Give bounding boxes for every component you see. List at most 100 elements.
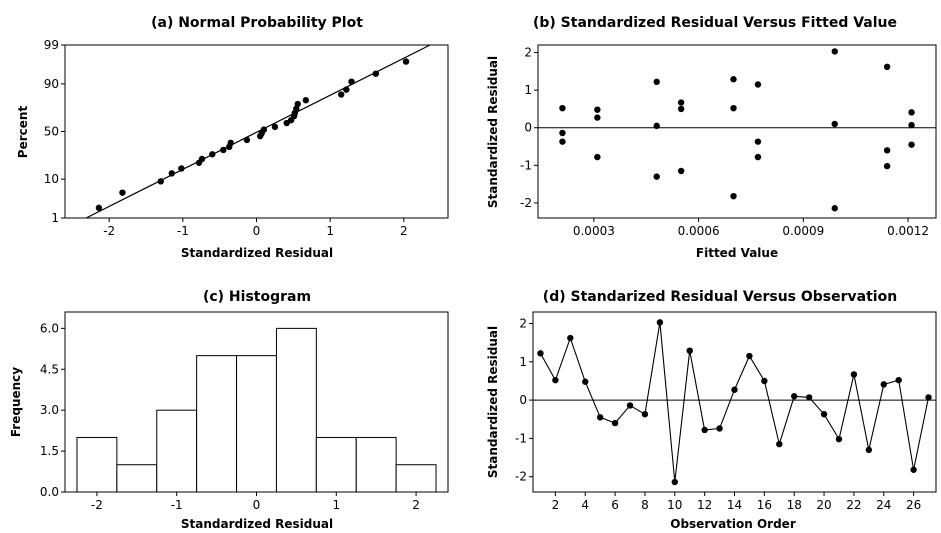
x-tick-label: 2 xyxy=(400,224,408,238)
data-point xyxy=(791,393,798,400)
data-point xyxy=(168,170,175,177)
data-point xyxy=(338,91,345,98)
data-point xyxy=(908,141,915,148)
data-point xyxy=(746,352,753,360)
data-point xyxy=(908,121,915,129)
data-point xyxy=(701,426,708,434)
data-point xyxy=(343,86,350,93)
panel-a-title: (a) Normal Probability Plot xyxy=(151,15,363,31)
data-point xyxy=(883,147,891,154)
data-point xyxy=(831,205,838,212)
y-tick-label: 2 xyxy=(524,46,532,60)
data-point xyxy=(910,466,917,473)
panel-a-ylabel: Percent xyxy=(16,106,30,159)
y-tick-label: 1 xyxy=(524,83,532,97)
data-point xyxy=(372,70,380,77)
data-point xyxy=(731,386,738,393)
x-tick-label: -1 xyxy=(171,498,183,512)
histogram-bar xyxy=(196,355,238,493)
panel-d-xlabel: Observation Order xyxy=(670,517,796,531)
panel-d-title: (d) Standarized Residual Versus Observat… xyxy=(543,289,897,305)
data-point xyxy=(594,106,601,113)
panel-a-normal-probability: (a) Normal Probability Plot Standardized… xyxy=(16,15,449,260)
y-tick-label: 0 xyxy=(519,393,527,407)
data-point xyxy=(537,350,544,357)
data-point xyxy=(302,97,310,104)
y-tick-label: 2 xyxy=(519,316,527,330)
data-point xyxy=(880,381,887,388)
y-tick-label: 6.0 xyxy=(40,321,59,335)
data-point xyxy=(260,126,268,133)
data-point xyxy=(119,189,126,196)
histogram-bar xyxy=(116,464,158,493)
x-tick-label: 18 xyxy=(787,498,802,512)
panel-a-xlabel: Standardized Residual xyxy=(181,246,333,260)
data-point xyxy=(198,155,206,163)
y-tick-label: 1 xyxy=(519,355,527,369)
data-point xyxy=(761,377,768,385)
data-point xyxy=(677,167,685,175)
data-point xyxy=(271,123,279,131)
x-tick-label: 2 xyxy=(552,498,560,512)
y-tick-label: 1 xyxy=(51,211,59,225)
y-tick-label: -2 xyxy=(515,470,527,484)
y-tick-label: -1 xyxy=(520,158,532,172)
series-line xyxy=(540,322,930,483)
data-point xyxy=(686,347,693,354)
data-point xyxy=(865,446,873,454)
y-tick-label: 10 xyxy=(44,172,59,186)
data-point xyxy=(653,78,660,86)
histogram-bar xyxy=(76,436,118,493)
y-tick-label: 3.0 xyxy=(40,403,59,417)
y-tick-label: 1.5 xyxy=(40,444,59,458)
panel-c-histogram: (c) Histogram Standardized Residual Freq… xyxy=(9,289,449,531)
panel-b-plot-area xyxy=(537,44,937,219)
data-point xyxy=(95,204,103,212)
x-tick-label: 0.0012 xyxy=(887,224,929,238)
data-point xyxy=(656,319,664,326)
data-point xyxy=(243,136,251,144)
data-point xyxy=(730,192,737,200)
data-point xyxy=(776,440,783,448)
histogram-bar xyxy=(236,355,277,493)
fit-line xyxy=(85,44,431,219)
data-point xyxy=(908,109,915,116)
x-tick-label: 24 xyxy=(876,498,891,512)
x-tick-label: 26 xyxy=(906,498,921,512)
histogram-bar xyxy=(395,464,437,493)
x-tick-label: 0.0006 xyxy=(678,224,720,238)
data-point xyxy=(831,48,838,55)
data-point xyxy=(641,411,649,418)
data-point xyxy=(596,414,604,421)
data-point xyxy=(805,394,813,401)
panel-d-ylabel: Standardized Residual xyxy=(486,326,500,478)
x-tick-label: 1 xyxy=(326,224,334,238)
y-tick-label: 4.5 xyxy=(40,362,59,376)
data-point xyxy=(671,478,678,486)
x-tick-label: 1 xyxy=(332,498,340,512)
panel-c-title: (c) Histogram xyxy=(203,289,311,305)
data-point xyxy=(178,165,185,172)
data-point xyxy=(594,153,601,161)
x-tick-label: 12 xyxy=(697,498,712,512)
data-point xyxy=(227,139,234,147)
data-point xyxy=(895,376,902,384)
y-tick-label: -2 xyxy=(520,196,532,210)
histogram-bar xyxy=(355,436,397,493)
data-point xyxy=(925,394,932,401)
data-point xyxy=(831,120,838,128)
x-tick-label: -2 xyxy=(103,224,115,238)
histogram-bar xyxy=(275,327,317,493)
data-point xyxy=(582,378,589,385)
panel-b-ylabel: Standardized Residual xyxy=(486,56,500,208)
data-point xyxy=(559,129,566,137)
data-point xyxy=(883,63,891,71)
x-tick-label: 8 xyxy=(641,498,649,512)
data-point xyxy=(611,419,619,427)
x-tick-label: 0.0009 xyxy=(782,224,824,238)
x-tick-label: 2 xyxy=(412,498,420,512)
histogram-bar xyxy=(315,436,357,493)
x-tick-label: 14 xyxy=(727,498,742,512)
data-point xyxy=(730,76,737,83)
